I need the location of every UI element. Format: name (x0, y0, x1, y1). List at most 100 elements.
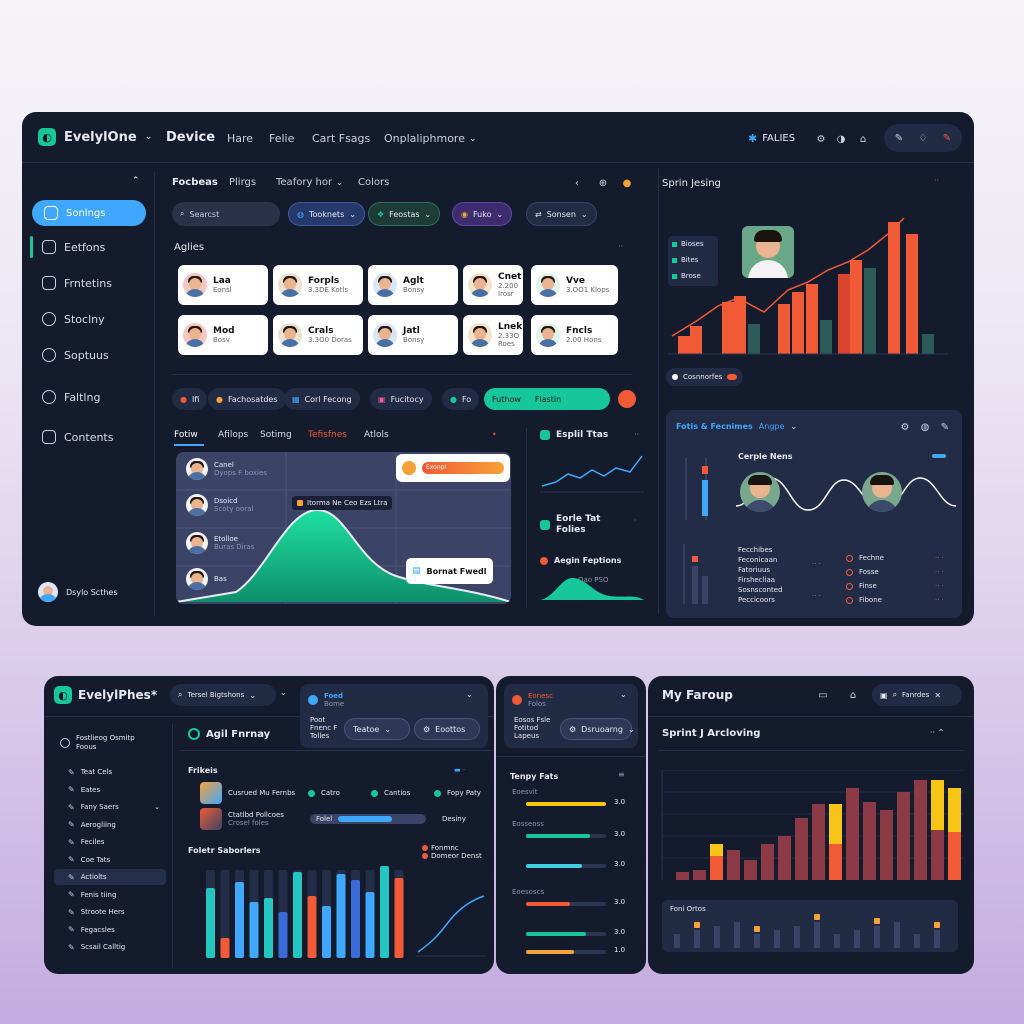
action-pill-2[interactable]: ● Fachosatdes (208, 388, 286, 410)
search-input[interactable]: ⌕ Tersel Bigtshons ⌄ (170, 684, 276, 706)
menu-item[interactable]: ✎ Fenis tiing (54, 887, 166, 903)
more-icon[interactable]: ·· (934, 176, 940, 185)
notice-right-item[interactable]: Finse ·· · (846, 582, 944, 590)
action-pill-5[interactable]: ● Fo (442, 388, 480, 410)
nav-device[interactable]: Device (166, 130, 216, 145)
menu-item[interactable]: ✎ Coe Tats (54, 852, 166, 868)
more-icon[interactable]: ▬ · (454, 766, 466, 774)
area-list-item[interactable]: Dsoicd Scoty ooral (186, 494, 253, 516)
menu-item[interactable]: ✎ Scsail Calltig (54, 939, 166, 955)
filter-chip-1[interactable]: ◍ Tooknets ⌄ (288, 202, 365, 226)
sidebar-item-falting[interactable]: Faltlng (42, 390, 100, 404)
lock-icon[interactable]: ⌂ (849, 689, 857, 701)
person-card[interactable]: Crals 3.3O0 Doras (273, 315, 363, 355)
window-icon[interactable]: ▭ (818, 689, 828, 701)
lock-icon[interactable]: ⌂ (859, 133, 867, 145)
sun-icon[interactable]: ● (622, 177, 632, 189)
sidebar-item-contents[interactable]: Contents (42, 430, 113, 444)
globe-icon[interactable]: ⊕ (598, 177, 608, 189)
globe-icon[interactable]: ◍ (920, 421, 930, 433)
falies-menu[interactable]: ✱ FALIES (748, 132, 795, 145)
eoottos-button[interactable]: ⚙ Eoottos (414, 718, 480, 740)
sprint-footer[interactable]: Cosnnorfes (666, 368, 744, 386)
nav-felie[interactable]: Felie (269, 132, 295, 145)
notice-item[interactable]: Feconicaan (738, 556, 778, 564)
menu-item[interactable]: ✎ Stroote Hers (54, 904, 166, 920)
more-icon[interactable]: · (634, 516, 637, 525)
menu-item[interactable]: ✎ Aerogliing (54, 817, 166, 833)
search-input[interactable]: ⌕ Searcst (172, 202, 280, 226)
more-icon[interactable]: ·· ⌃ (930, 728, 945, 737)
brand[interactable]: ◐ EvelylOne ⌄ (38, 128, 152, 146)
menu-icon[interactable]: ≡ (618, 770, 625, 779)
task-item-2[interactable]: Ctatlbd Pollcoes Crosel foles Folel Desi… (200, 808, 466, 830)
person-card[interactable]: Forpls 3.3DE Kotls (273, 265, 363, 305)
brand[interactable]: ◐ EvelylPhes* (54, 686, 157, 704)
person-card[interactable]: Aglt Bonsy (368, 265, 458, 305)
brush-icon[interactable]: ✎ (942, 132, 952, 144)
person-card[interactable]: Cnet 2.200 Irosr (463, 265, 523, 305)
teatoe-button[interactable]: Teatoe ⌄ (344, 718, 410, 740)
tab-focbeas[interactable]: Focbeas (172, 177, 218, 188)
person-card[interactable]: Vve 3.OO1 Klops (531, 265, 618, 305)
nav-hare[interactable]: Hare (227, 132, 254, 145)
edit-icon[interactable]: ✎ (894, 132, 904, 144)
filter-chip-4[interactable]: ⇄ Sonsen ⌄ (526, 202, 597, 226)
action-pill-3[interactable]: ▦ Corl Fecong (284, 388, 360, 410)
menu-item[interactable]: ✎ Feciles (54, 834, 166, 850)
more-icon[interactable]: ·· (618, 242, 624, 251)
menu-item[interactable]: ✎ Teat Cels (54, 764, 166, 780)
area-list-item[interactable]: Canel Dyops F boxies (186, 458, 267, 480)
mid-item-3[interactable]: Aegin Feptions (540, 556, 621, 565)
record-button[interactable] (618, 390, 636, 408)
menu-item[interactable]: ✎ Fany Saers ⌄ (54, 799, 166, 815)
mid-item-1[interactable]: Esplil Ttas (540, 430, 608, 440)
notice-right-item[interactable]: Fosse ·· · (846, 568, 944, 576)
task-item-1[interactable]: Cusrued Mu Fernbs Catro Cantios Fopy Pat… (200, 782, 481, 804)
tab-fotiw[interactable]: Fotiw (174, 430, 198, 440)
nav-more[interactable]: Onplaliphmore ⌄ (384, 132, 477, 145)
area-badge[interactable]: Exonpl (396, 454, 510, 482)
chevron-down-icon[interactable]: ⌄ (466, 690, 473, 699)
menu-item[interactable]: ✎ Fegacsles (54, 922, 166, 938)
chevron-down-icon[interactable]: ⌄ (620, 690, 627, 699)
person-card[interactable]: Mod Bosv (178, 315, 268, 355)
group-search[interactable]: ▣ ⌕ Fanrdes ✕ (872, 684, 962, 706)
notice-item[interactable]: Peccicoors (738, 596, 775, 604)
notice-item[interactable]: Firshecliaa (738, 576, 776, 584)
collapse-icon[interactable]: ⌃ (132, 176, 140, 186)
nav-cart[interactable]: Cart Fsags (312, 132, 371, 145)
person-card[interactable]: Fncls 2.00 Hons (531, 315, 618, 355)
filter-chip-2[interactable]: ❖ Feostas ⌄ (368, 202, 441, 226)
action-pill-4[interactable]: ▣ Fucitocy (370, 388, 432, 410)
action-pill-1[interactable]: ● Ifi (172, 388, 208, 410)
sidebar-footer[interactable]: Dsylo Scthes (38, 582, 118, 602)
tab-colors[interactable]: Colors (358, 177, 390, 188)
chevron-down-icon[interactable]: ⌄ (280, 688, 287, 697)
action-pill-primary[interactable]: Futhow Flastin (484, 388, 610, 410)
tab-teafory[interactable]: Teafory hor ⌄ (276, 177, 343, 188)
dashboard-button[interactable]: ⚙ Dsruoarng ⌄ (560, 718, 635, 740)
mid-item-2[interactable]: Eorle Tat Folies (540, 514, 616, 536)
sidebar-item-settings[interactable]: Sonlngs (32, 200, 146, 226)
bell-icon[interactable]: ♢ (918, 132, 928, 144)
chevron-left-icon[interactable]: ‹ (575, 177, 579, 189)
sidebar-item-studio[interactable]: Stoclny (42, 312, 105, 326)
person-card[interactable]: Lnek 2.33O Roes (463, 315, 523, 355)
notice-right-item[interactable]: Fechne ·· · (846, 554, 944, 562)
notice-item[interactable]: Fecchibes (738, 546, 773, 554)
project-title[interactable]: Agil Fnrnay (188, 728, 270, 740)
sidebar-item-options[interactable]: Soptuus (42, 348, 109, 362)
person-card[interactable]: Jatl Bonsy (368, 315, 458, 355)
tab-tefisfnes[interactable]: Tefisfnes (308, 430, 347, 440)
notice-item[interactable]: Sosnsconted (738, 586, 783, 594)
menu-item[interactable]: ✎ Eates (54, 782, 166, 798)
tab-atlols[interactable]: Atlols (364, 430, 389, 440)
sidebar-item-functions[interactable]: Frntetins (42, 276, 112, 290)
edit-icon[interactable]: ✎ (940, 421, 950, 433)
menu-item[interactable]: ✎ Actiolts (54, 869, 166, 885)
notice-item[interactable]: Fatoriuus (738, 566, 771, 574)
tab-plirgs[interactable]: Plirgs (229, 177, 257, 188)
area-list-item[interactable]: Bas (186, 568, 227, 590)
tab-sotimg[interactable]: Sotimg (260, 430, 292, 440)
